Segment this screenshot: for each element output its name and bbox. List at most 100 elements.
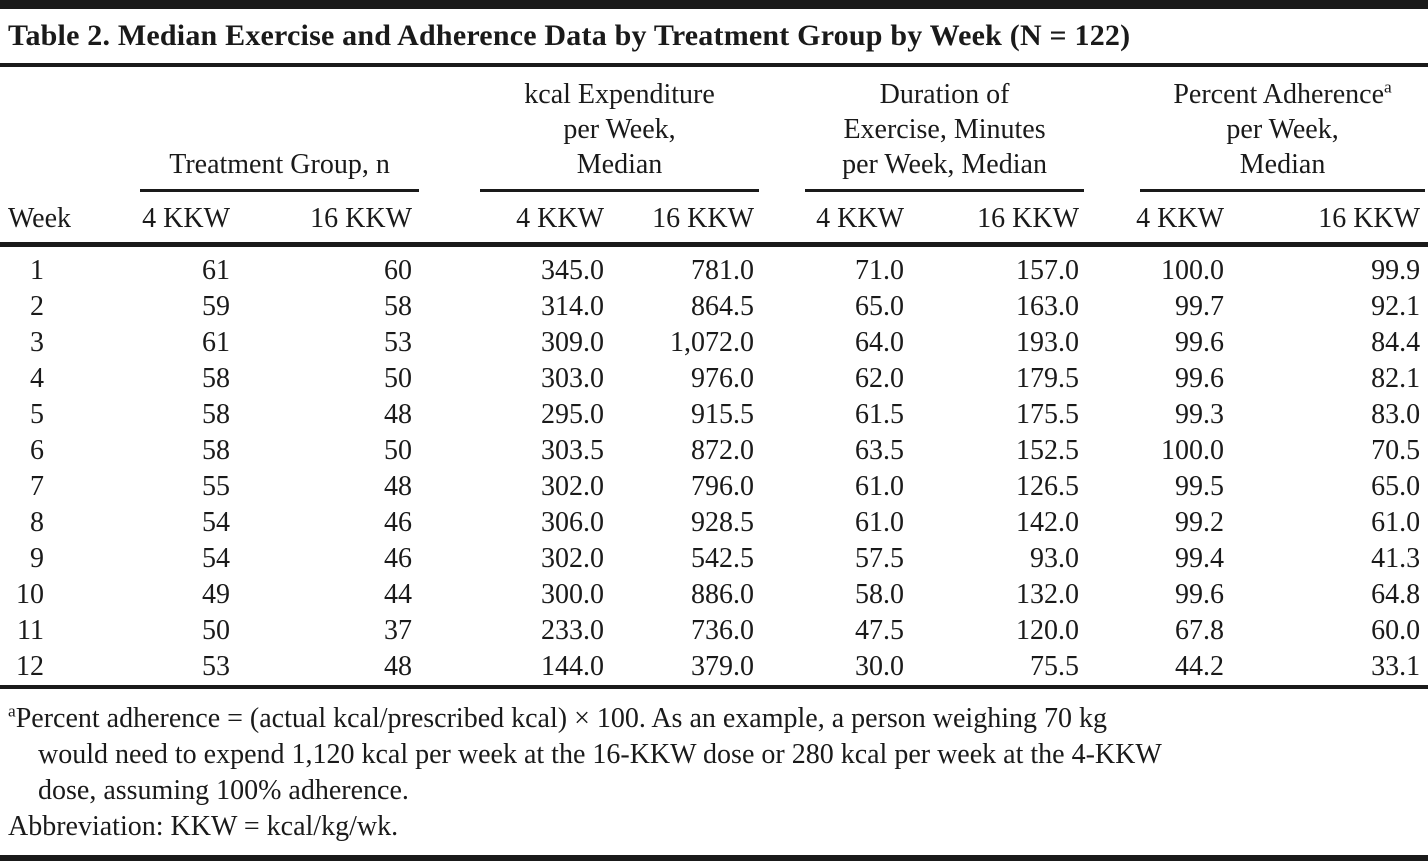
subheader-16kkw: 16 KKW (910, 193, 1086, 247)
subheader-4kkw: 4 KKW (420, 193, 611, 247)
week-header-spacer (0, 67, 60, 193)
value-cell: 781.0 (691, 255, 755, 286)
value-cell: 41.3 (1371, 543, 1421, 574)
value-cell: 872.0 (691, 435, 755, 466)
table-row: 7 55 48 302.0 796.0 61.0 126.5 99.5 65.0 (0, 469, 1428, 505)
value-cell: 126.5 (1016, 471, 1080, 502)
value-cell: 65.0 (1371, 471, 1421, 502)
value-cell: 71.0 (855, 255, 905, 286)
group-header-line: per Week, Median (842, 149, 1047, 180)
value-cell: 47.5 (855, 615, 905, 646)
week-cell: 5 (30, 399, 44, 430)
value-cell: 46 (384, 507, 413, 538)
value-cell: 99.6 (1175, 363, 1225, 394)
value-cell: 99.7 (1175, 291, 1225, 322)
group-header-line: kcal Expenditure (524, 79, 715, 110)
week-cell: 3 (30, 327, 44, 358)
week-cell: 11 (17, 615, 44, 646)
value-cell: 100.0 (1161, 435, 1225, 466)
value-cell: 302.0 (541, 543, 605, 574)
week-cell: 7 (30, 471, 44, 502)
value-cell: 61.5 (855, 399, 905, 430)
value-cell: 864.5 (691, 291, 755, 322)
value-cell: 58.0 (855, 579, 905, 610)
week-cell: 8 (30, 507, 44, 538)
value-cell: 44.2 (1175, 651, 1225, 682)
value-cell: 83.0 (1371, 399, 1421, 430)
table-row: 3 61 53 309.0 1,072.0 64.0 193.0 99.6 84.4 (0, 325, 1428, 361)
value-cell: 57.5 (855, 543, 905, 574)
value-cell: 53 (384, 327, 413, 358)
footnote-line: dose, assuming 100% adherence. (38, 775, 409, 806)
top-rule (0, 0, 1428, 9)
value-cell: 300.0 (541, 579, 605, 610)
value-cell: 64.8 (1371, 579, 1421, 610)
value-cell: 144.0 (541, 651, 605, 682)
value-cell: 60.0 (1371, 615, 1421, 646)
value-cell: 63.5 (855, 435, 905, 466)
week-cell: 12 (16, 651, 44, 682)
value-cell: 157.0 (1016, 255, 1080, 286)
value-cell: 48 (384, 471, 413, 502)
value-cell: 193.0 (1016, 327, 1080, 358)
value-cell: 314.0 (541, 291, 605, 322)
value-cell: 302.0 (541, 471, 605, 502)
value-cell: 379.0 (691, 651, 755, 682)
value-cell: 50 (202, 615, 230, 646)
value-cell: 58 (202, 435, 230, 466)
table-row: 12 53 48 144.0 379.0 30.0 75.5 44.2 33.1 (0, 649, 1428, 687)
value-cell: 542.5 (691, 543, 755, 574)
subheader-16kkw: 16 KKW (610, 193, 761, 247)
value-cell: 152.5 (1016, 435, 1080, 466)
value-cell: 37 (384, 615, 413, 646)
value-cell: 175.5 (1016, 399, 1080, 430)
value-cell: 1,072.0 (670, 327, 755, 358)
group-spanner-rule: Percent Adherencea per Week, Median (1140, 77, 1426, 192)
value-cell: 48 (384, 651, 413, 682)
footnotes: aPercent adherence = (actual kcal/prescr… (0, 689, 1428, 849)
value-cell: 64.0 (855, 327, 905, 358)
value-cell: 303.5 (541, 435, 605, 466)
footnote-marker: a (8, 701, 16, 721)
subheader-16kkw: 16 KKW (1230, 193, 1428, 247)
value-cell: 233.0 (541, 615, 605, 646)
table-header: Treatment Group, n kcal Expenditure per … (0, 67, 1428, 247)
value-cell: 44 (384, 579, 413, 610)
value-cell: 99.2 (1175, 507, 1225, 538)
value-cell: 58 (202, 399, 230, 430)
subheader-row: Week 4 KKW 16 KKW 4 KKW 16 KKW 4 KKW 16 … (0, 193, 1428, 247)
subheader-4kkw: 4 KKW (1085, 193, 1231, 247)
value-cell: 55 (202, 471, 230, 502)
subheader-16kkw: 16 KKW (250, 193, 421, 247)
group-spanner-rule: Treatment Group, n (140, 147, 420, 192)
value-cell: 99.5 (1175, 471, 1225, 502)
table-row: 9 54 46 302.0 542.5 57.5 93.0 99.4 41.3 (0, 541, 1428, 577)
table-row: 4 58 50 303.0 976.0 62.0 179.5 99.6 82.1 (0, 361, 1428, 397)
footnote-line: would need to expend 1,120 kcal per week… (38, 739, 1162, 770)
value-cell: 120.0 (1016, 615, 1080, 646)
group-header-treatment: Treatment Group, n (60, 67, 420, 193)
group-header-line: Percent Adherencea (1140, 77, 1425, 112)
value-cell: 84.4 (1371, 327, 1421, 358)
title-rule (0, 63, 1428, 67)
value-cell: 163.0 (1016, 291, 1080, 322)
table-row: 2 59 58 314.0 864.5 65.0 163.0 99.7 92.1 (0, 289, 1428, 325)
group-header-line: Duration of (879, 79, 1010, 110)
value-cell: 796.0 (691, 471, 755, 502)
value-cell: 179.5 (1016, 363, 1080, 394)
week-cell: 9 (30, 543, 44, 574)
value-cell: 60 (384, 255, 413, 286)
value-cell: 50 (384, 435, 413, 466)
week-cell: 4 (30, 363, 44, 394)
value-cell: 92.1 (1371, 291, 1421, 322)
group-header-kcal: kcal Expenditure per Week, Median (420, 67, 760, 193)
value-cell: 53 (202, 651, 230, 682)
group-header-text: Percent Adherence (1173, 79, 1385, 110)
value-cell: 99.3 (1175, 399, 1225, 430)
value-cell: 65.0 (855, 291, 905, 322)
value-cell: 46 (384, 543, 413, 574)
value-cell: 309.0 (541, 327, 605, 358)
value-cell: 54 (202, 543, 230, 574)
value-cell: 142.0 (1016, 507, 1080, 538)
